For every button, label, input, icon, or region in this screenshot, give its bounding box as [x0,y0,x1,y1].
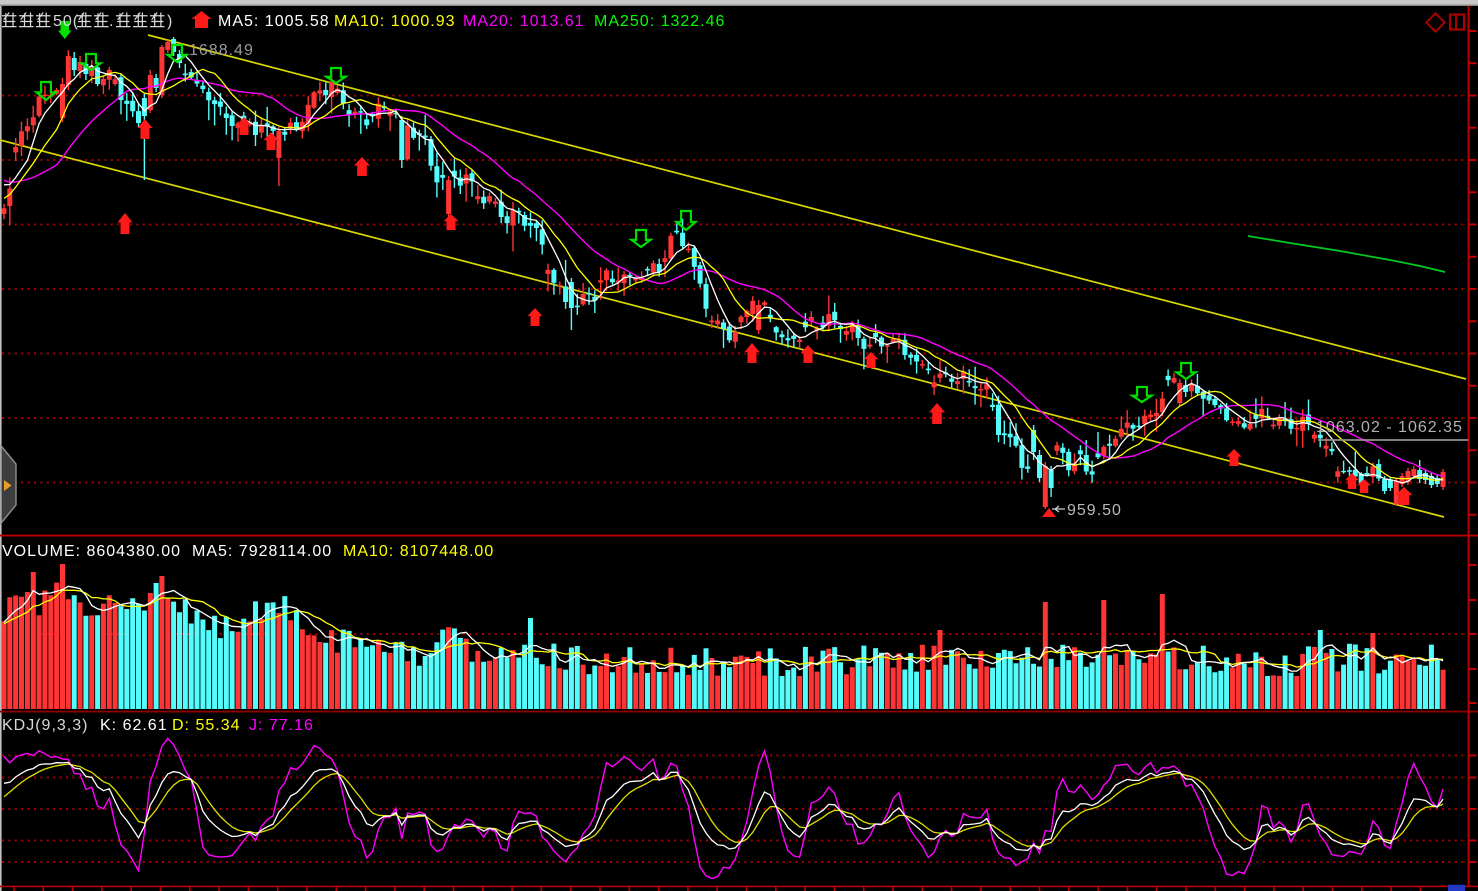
svg-text:VOLUME: 8604380.00: VOLUME: 8604380.00 [2,543,181,560]
svg-text:J: 77.16: J: 77.16 [249,717,314,734]
svg-text:D: 55.34: D: 55.34 [172,717,240,734]
svg-text:1063.02 - 1062.35: 1063.02 - 1062.35 [1316,419,1463,436]
svg-text:MA10: 8107448.00: MA10: 8107448.00 [343,543,494,560]
svg-text:.: . [109,13,114,30]
svg-text:K: 62.61: K: 62.61 [100,717,168,734]
svg-text:MA5: 1005.58: MA5: 1005.58 [218,13,330,30]
svg-text:): ) [167,13,173,30]
svg-text:KDJ(9,3,3): KDJ(9,3,3) [2,717,88,734]
svg-text:MA20: 1013.61: MA20: 1013.61 [463,13,585,30]
svg-text:MA5: 7928114.00: MA5: 7928114.00 [192,543,332,560]
svg-text:50(: 50( [53,13,79,30]
svg-text:MA10: 1000.93: MA10: 1000.93 [334,13,456,30]
svg-text:959.50: 959.50 [1067,502,1122,519]
svg-text:MA250: 1322.46: MA250: 1322.46 [594,13,725,30]
svg-text:1688.49: 1688.49 [189,42,254,59]
